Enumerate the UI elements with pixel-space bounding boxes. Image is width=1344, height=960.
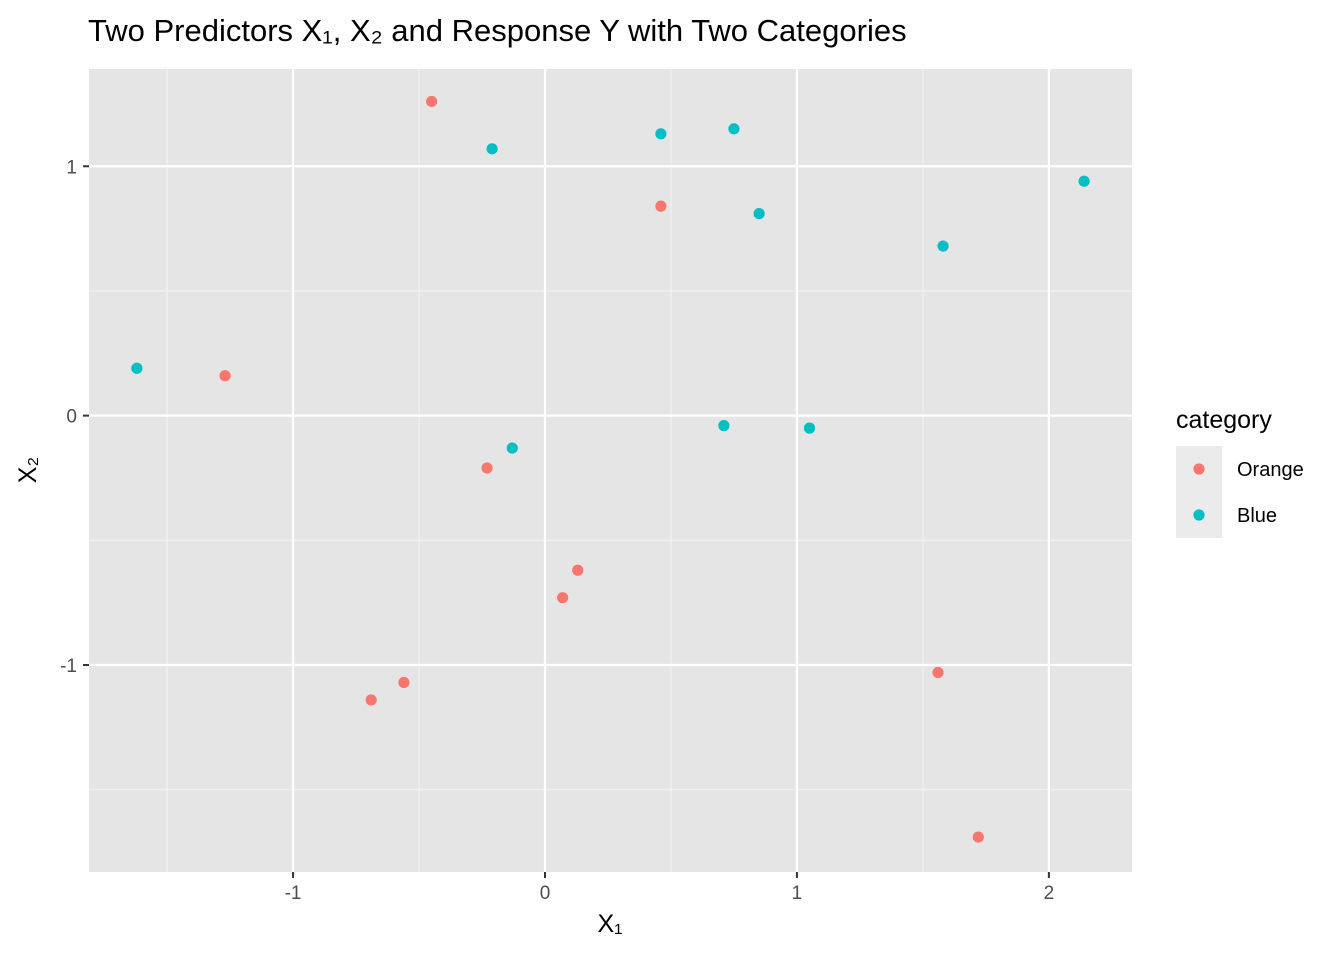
data-point bbox=[572, 564, 584, 576]
legend-marker bbox=[1193, 463, 1205, 475]
legend-title: category bbox=[1176, 406, 1272, 434]
data-point bbox=[972, 831, 984, 843]
y-tick-label: -1 bbox=[60, 656, 77, 677]
legend-item-blue: Blue bbox=[1176, 492, 1277, 538]
x-tick-label: 2 bbox=[1044, 883, 1055, 904]
data-point bbox=[365, 694, 377, 706]
data-point bbox=[426, 95, 438, 108]
data-point bbox=[398, 676, 410, 689]
y-axis-title: X₂ bbox=[14, 457, 42, 483]
data-point bbox=[481, 462, 493, 474]
data-point bbox=[937, 240, 949, 252]
plot-panel bbox=[89, 69, 1132, 872]
x-axis: -1 0 1 2 bbox=[285, 872, 1055, 904]
data-point bbox=[753, 208, 765, 220]
legend-label: Orange bbox=[1237, 459, 1304, 481]
x-tick-label: 1 bbox=[792, 883, 803, 904]
legend-label: Blue bbox=[1237, 505, 1277, 527]
data-point bbox=[486, 143, 498, 155]
legend-items: Orange Blue bbox=[1176, 446, 1304, 538]
series-blue bbox=[131, 123, 1090, 454]
data-point bbox=[1078, 175, 1090, 187]
legend: category Orange Blue bbox=[1176, 406, 1304, 538]
y-axis: -1 0 1 bbox=[60, 157, 89, 677]
data-point bbox=[728, 123, 740, 135]
data-point bbox=[932, 666, 944, 679]
data-point bbox=[655, 128, 667, 140]
data-point bbox=[219, 370, 231, 382]
grid-lines bbox=[89, 69, 1132, 872]
legend-item-orange: Orange bbox=[1176, 446, 1304, 492]
y-tick-label: 1 bbox=[66, 157, 77, 178]
x-tick-label: -1 bbox=[285, 883, 302, 904]
data-point bbox=[803, 422, 816, 434]
x-tick-label: 0 bbox=[540, 883, 551, 904]
data-point bbox=[131, 362, 143, 374]
y-tick-label: 0 bbox=[66, 407, 77, 428]
data-point bbox=[557, 592, 569, 604]
data-point bbox=[506, 442, 518, 454]
data-points bbox=[131, 95, 1090, 843]
legend-marker bbox=[1193, 509, 1205, 521]
x-axis-title: X₁ bbox=[597, 910, 622, 938]
data-point bbox=[655, 200, 667, 212]
series-orange bbox=[219, 95, 984, 843]
data-point bbox=[718, 420, 730, 432]
chart-title: Two Predictors X₁, X₂ and Response Y wit… bbox=[88, 13, 907, 48]
